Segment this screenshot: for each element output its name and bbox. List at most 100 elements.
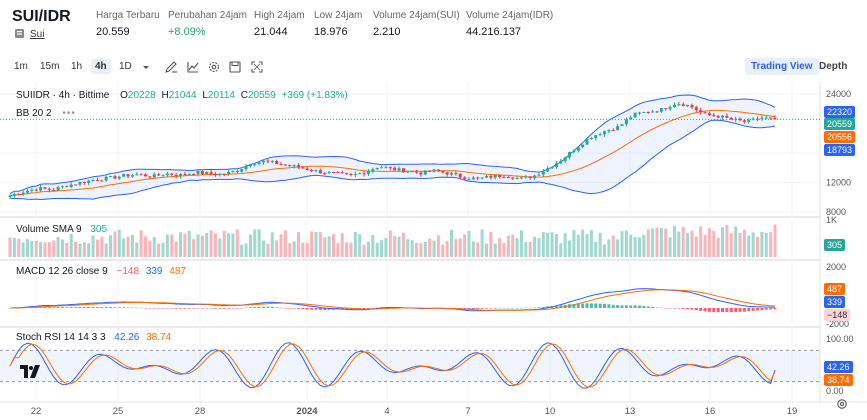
volume-bar (406, 239, 410, 257)
volume-bar (34, 240, 38, 257)
pair-title: SUI/IDR (12, 8, 71, 25)
bb-legend[interactable]: BB 20 2 ••• (16, 108, 76, 119)
macd-tick-top: 2000 (826, 262, 846, 272)
volume-bar (725, 224, 729, 257)
candle-body (458, 173, 462, 178)
macd-histogram-bar (69, 307, 73, 308)
candle-body (358, 173, 362, 175)
macd-histogram-bar (148, 308, 152, 309)
macd-legend: MACD 12 26 close 9 −148 339 487 (16, 266, 186, 277)
candle-body (415, 171, 419, 173)
volume-bar (686, 232, 690, 257)
macd-histogram-bar (659, 307, 663, 309)
volume-bar (655, 227, 659, 257)
stoch-legend: Stoch RSI 14 14 3 3 42.26 38.74 (16, 332, 171, 343)
candle-body (471, 177, 475, 180)
candle-body (196, 170, 200, 174)
macd-histogram-bar (681, 308, 685, 309)
timeframe-4h[interactable]: 4h (91, 59, 111, 74)
candle-body (253, 164, 257, 166)
timeframe-15m[interactable]: 15m (40, 61, 60, 72)
drawing-tools-icon[interactable] (164, 60, 178, 74)
volume-badge: 305 (824, 239, 846, 251)
save-layout-icon[interactable] (228, 60, 242, 74)
candle-body (432, 169, 436, 172)
low-label: L (202, 90, 208, 101)
candle-body (366, 171, 370, 174)
macd-histogram-bar (248, 307, 252, 308)
volume-bar (227, 233, 231, 257)
macd-histogram-bar (244, 307, 248, 309)
candle-body (419, 172, 423, 175)
candle-body (130, 175, 134, 177)
macd-histogram-bar (231, 308, 235, 309)
candle-body (30, 189, 34, 191)
macd-histogram-bar (283, 308, 287, 309)
depth-button[interactable]: Depth (819, 61, 848, 72)
volume-bar (751, 232, 755, 257)
chart-settings-icon[interactable] (836, 398, 848, 410)
volume-bar (200, 235, 204, 257)
coin-link[interactable]: Sui (30, 29, 45, 40)
candle-body (629, 117, 633, 120)
trading-view-button[interactable]: Trading View (745, 58, 819, 75)
stat-low-24h: Low 24jam 18.976 (314, 10, 363, 38)
macd-histogram-bar (314, 308, 318, 310)
macd-histogram-bar (165, 308, 169, 309)
timeframe-1d[interactable]: 1D (119, 61, 132, 72)
volume-bar (598, 232, 602, 257)
macd-histogram-bar (729, 308, 733, 313)
volume-bar (511, 234, 515, 257)
volume-bar (375, 242, 379, 257)
price-chart-svg[interactable]: 24000160001200080001K2000-2000100.000.00… (0, 82, 867, 420)
chart-area[interactable]: 24000160001200080001K2000-2000100.000.00… (0, 82, 867, 420)
macd-histogram-bar (178, 308, 182, 309)
candle-body (515, 177, 519, 179)
macd-histogram-bar (205, 308, 209, 309)
macd-histogram-bar (257, 306, 261, 308)
candle-body (476, 177, 480, 179)
macd-histogram-bar (620, 305, 624, 308)
volume-bar (248, 234, 252, 257)
more-options-icon[interactable]: ••• (62, 108, 76, 119)
bb-lower-badge: 18793 (824, 144, 856, 156)
volume-bar (362, 244, 366, 257)
volume-bar (279, 234, 283, 257)
stoch-k-value: 42.26 (114, 332, 140, 343)
timeframe-1h[interactable]: 1h (71, 61, 83, 72)
macd-histogram-bar (187, 308, 191, 309)
macd-histogram-bar (515, 307, 519, 309)
volume-bar (231, 233, 235, 257)
chart-toolbar: 1m 15m 1h 4h 1D Trading View Depth (0, 56, 867, 78)
volume-bar (218, 238, 222, 257)
candle-body (760, 117, 764, 119)
volume-bar (257, 229, 261, 257)
candle-body (292, 165, 296, 167)
candle-body (104, 176, 108, 181)
macd-histogram-bar (310, 308, 314, 310)
candle-body (240, 169, 244, 172)
candle-body (642, 111, 646, 113)
timeframe-1m[interactable]: 1m (14, 61, 28, 72)
volume-bar (331, 234, 335, 257)
timeframe-dropdown-icon[interactable] (139, 60, 153, 74)
candle-body (39, 187, 43, 191)
settings-gear-icon[interactable] (207, 60, 221, 74)
candle-body (729, 117, 733, 120)
axes: 24000160001200080001K2000-2000100.000.00… (31, 89, 854, 417)
volume-bar (122, 238, 126, 257)
fullscreen-icon[interactable] (250, 60, 264, 74)
candle-body (266, 160, 270, 162)
volume-bar (519, 230, 523, 257)
macd-histogram-bar (362, 308, 366, 309)
candle-body (371, 169, 375, 172)
candle-body (585, 139, 589, 145)
candle-body (200, 170, 204, 174)
macd-histogram-bar (773, 308, 777, 310)
candle-body (349, 174, 353, 176)
candle-body (205, 172, 209, 174)
bb-basis-line (9, 109, 776, 197)
indicators-icon[interactable] (186, 60, 200, 74)
tradingview-logo-icon[interactable] (20, 365, 42, 379)
volume-bar (690, 230, 694, 257)
